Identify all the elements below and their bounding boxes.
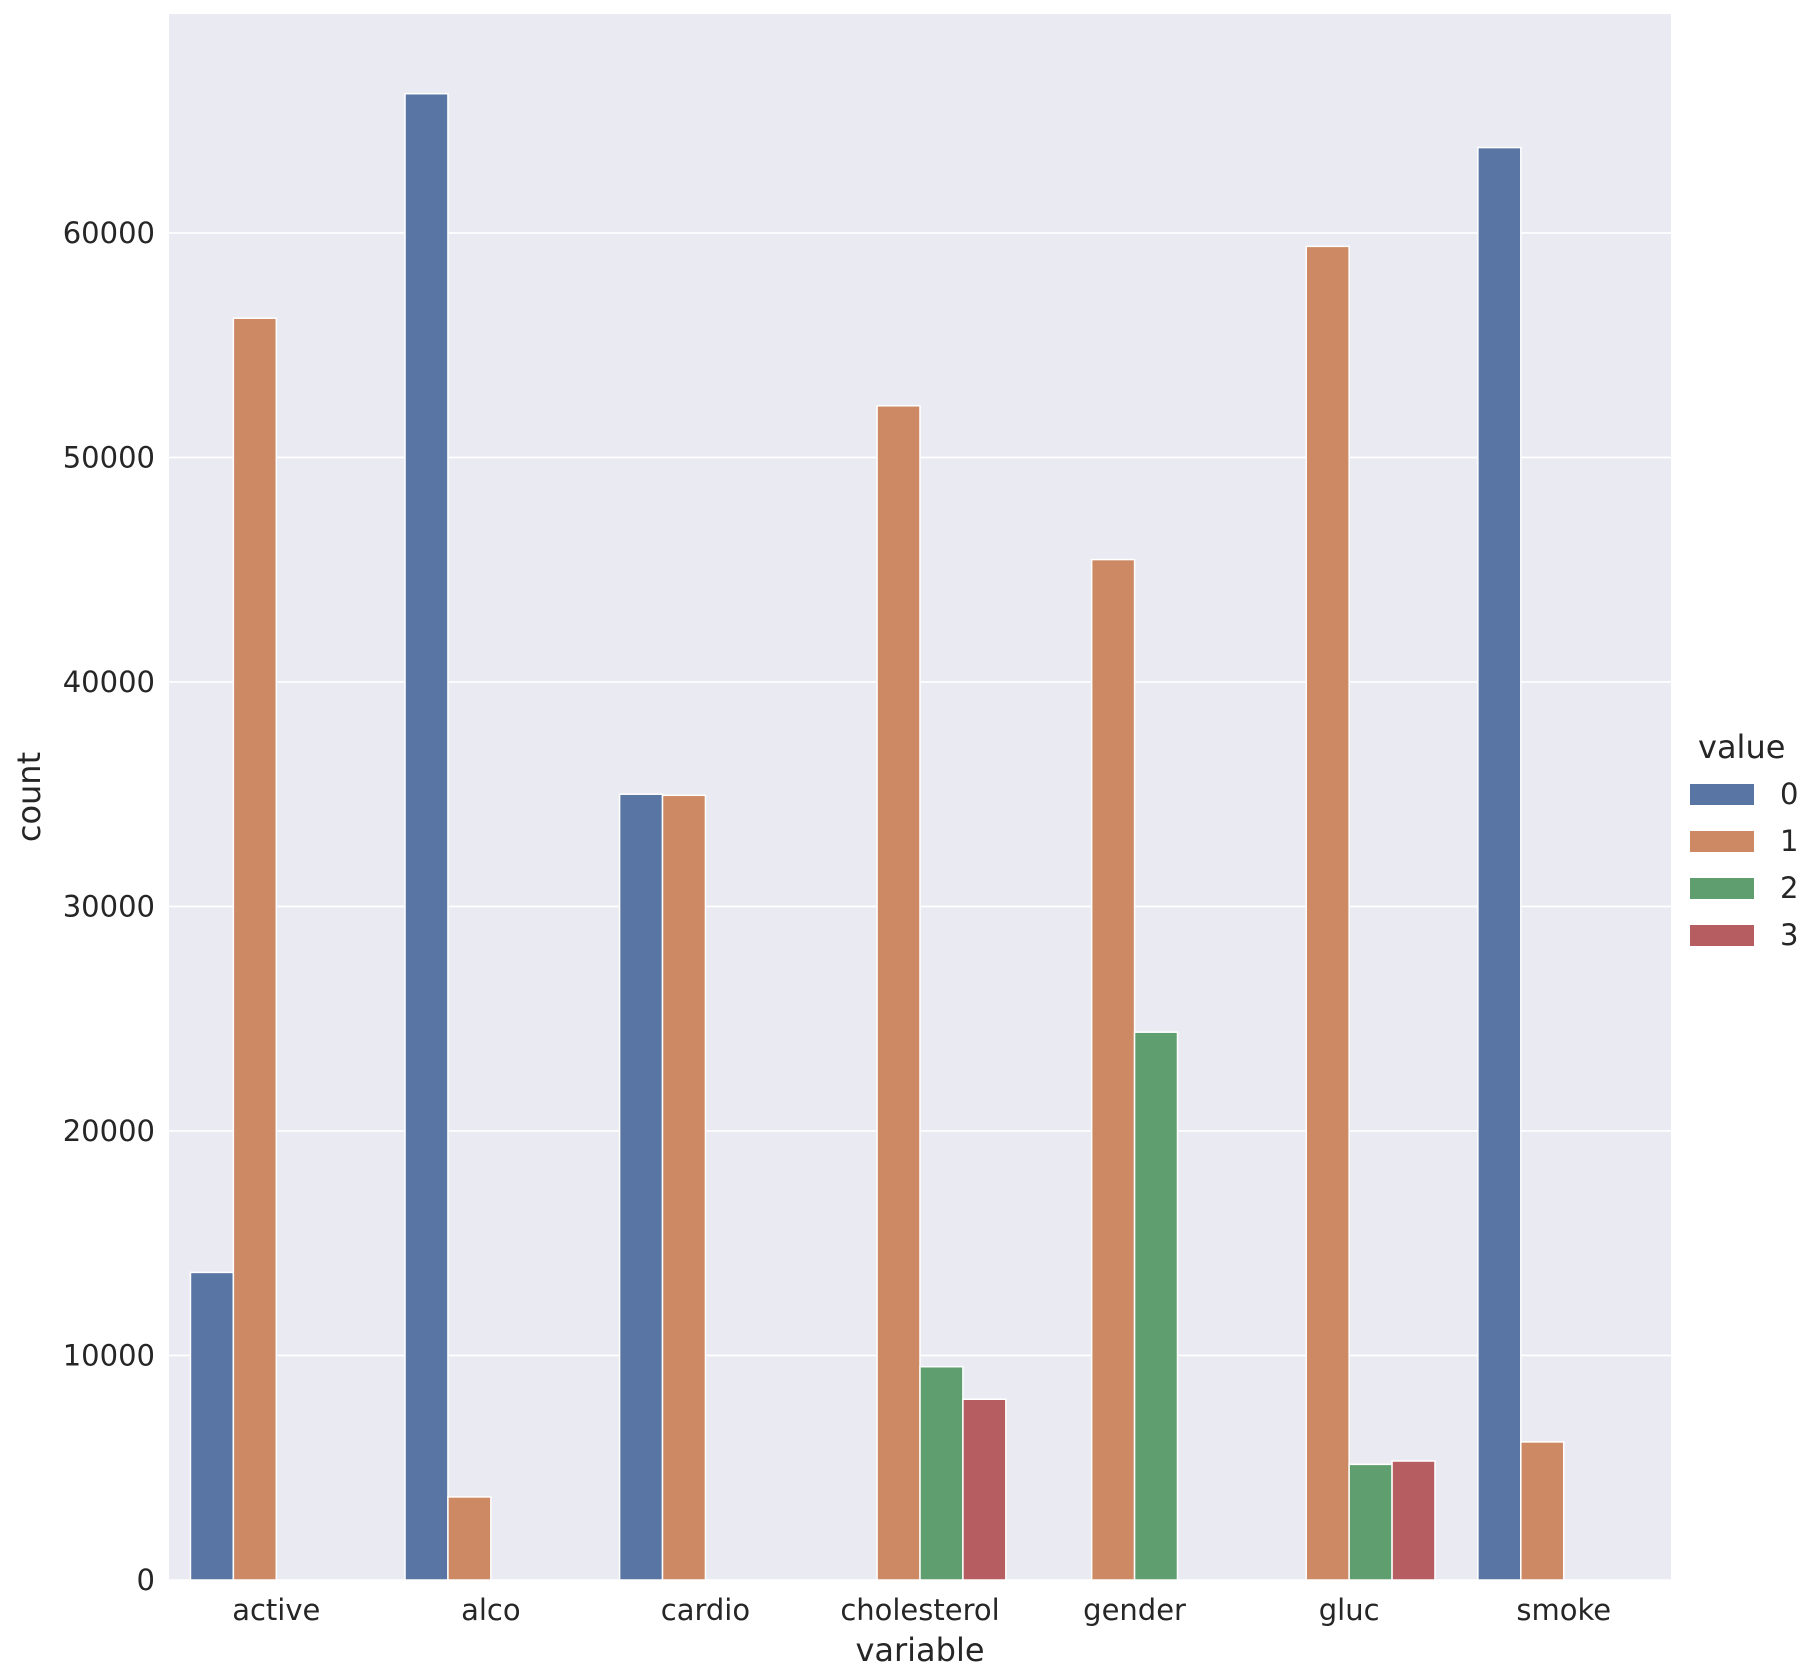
x-axis-label: variable [855, 1631, 984, 1669]
x-tick-label: gluc [1319, 1593, 1380, 1627]
bar-gluc-value-2 [1348, 1463, 1393, 1581]
bar-smoke-value-1 [1520, 1441, 1565, 1581]
x-tick-label: gender [1083, 1593, 1186, 1627]
bar-gluc-value-3 [1391, 1460, 1436, 1581]
legend-label-1: 1 [1780, 824, 1798, 858]
y-tick-labels: 0 10000 20000 30000 40000 50000 60000 [63, 216, 155, 1597]
x-tick-label: smoke [1516, 1593, 1611, 1627]
bar-active-value-0 [189, 1271, 235, 1581]
bar-gender-value-1 [1090, 558, 1136, 1581]
y-tick-label: 20000 [63, 1114, 155, 1148]
legend-swatch-3 [1690, 925, 1754, 946]
legend-label-3: 3 [1780, 918, 1798, 952]
bar-cholesterol-value-3 [962, 1398, 1007, 1581]
y-tick-label: 50000 [63, 440, 155, 474]
bar-cholesterol-value-2 [919, 1365, 964, 1581]
x-tick-labels: active alco cardio cholesterol gender gluc smo… [232, 1593, 1611, 1627]
legend-swatch-0 [1690, 784, 1754, 805]
y-tick-label: 10000 [63, 1338, 155, 1372]
x-tick-label: active [232, 1593, 320, 1627]
bar-smoke-value-0 [1477, 146, 1522, 1581]
legend: 0 1 2 3 [1690, 777, 1798, 952]
bar-gluc-value-1 [1305, 245, 1350, 1581]
y-tick-label: 30000 [63, 889, 155, 923]
bar-cholesterol-value-1 [876, 405, 921, 1581]
bar-alco-value-0 [404, 92, 449, 1581]
bar-cardio-value-1 [661, 794, 707, 1581]
legend-swatch-1 [1690, 831, 1754, 852]
y-tick-label: 0 [137, 1563, 155, 1597]
x-tick-label: cholesterol [840, 1593, 999, 1627]
bar-gender-value-2 [1133, 1031, 1179, 1581]
x-tick-label: alco [461, 1593, 521, 1627]
bar-alco-value-1 [447, 1496, 492, 1581]
bar-active-value-1 [232, 317, 278, 1581]
y-tick-label: 60000 [63, 216, 155, 250]
legend-title: value [1698, 728, 1785, 766]
legend-label-0: 0 [1780, 777, 1798, 811]
legend-swatch-2 [1690, 878, 1754, 899]
x-tick-label: cardio [661, 1593, 750, 1627]
bar-cardio-value-0 [618, 793, 664, 1581]
y-tick-label: 40000 [63, 665, 155, 699]
y-axis-label: count [10, 752, 48, 842]
legend-label-2: 2 [1780, 871, 1798, 905]
bars [189, 92, 1565, 1581]
